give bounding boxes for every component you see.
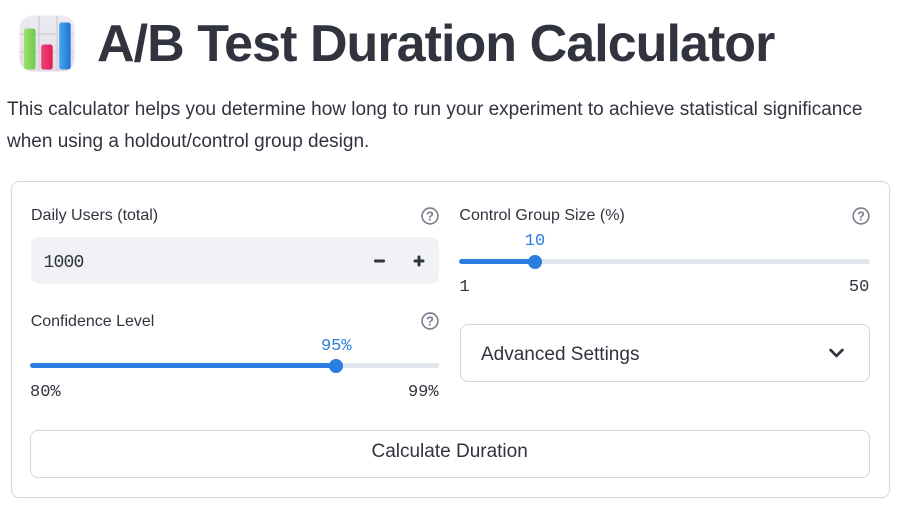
svg-text:?: ? — [426, 208, 434, 223]
svg-text:?: ? — [426, 314, 434, 329]
svg-text:?: ? — [857, 208, 865, 223]
